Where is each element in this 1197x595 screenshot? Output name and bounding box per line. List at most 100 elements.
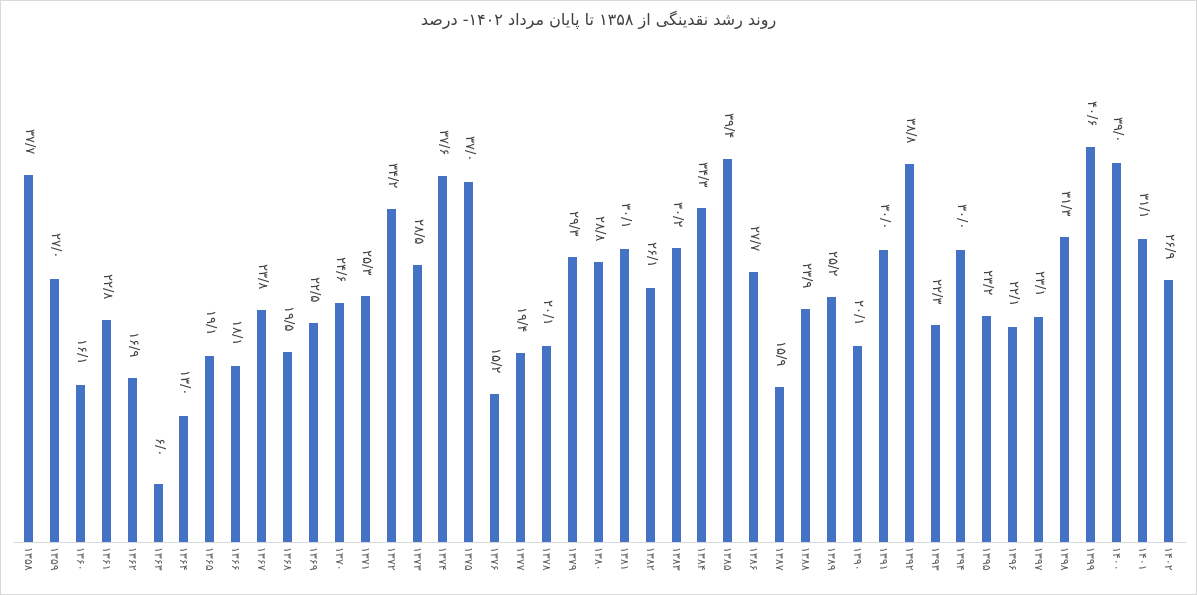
x-tick-label: ۱۳۸۸ [799, 547, 812, 571]
bar [982, 316, 992, 542]
data-label: ۳۹/۰ [1109, 116, 1125, 142]
x-tick-label: ۱۳۶۴ [177, 547, 191, 571]
bar [930, 325, 940, 542]
x-tick-label: ۱۳۷۰ [332, 547, 346, 571]
x-tick-label: ۱۳۹۰ [850, 547, 864, 571]
bar [257, 310, 267, 542]
data-label: ۴۰/۶ [1083, 100, 1099, 127]
x-axis-line [14, 542, 1186, 543]
bar [1060, 237, 1069, 542]
bar [334, 302, 344, 542]
x-tick-label: ۱۳۸۶ [747, 547, 761, 571]
data-label: ۱۳/۰ [177, 369, 193, 395]
data-label: ۳۰/۰ [876, 204, 892, 230]
data-label: ۳۰/۱ [617, 203, 633, 229]
bar [1163, 280, 1173, 542]
bar [1111, 162, 1121, 542]
x-tick-label: ۱۳۵۸ [22, 547, 35, 571]
data-label: ۲۳/۲ [980, 270, 996, 296]
bar [1085, 146, 1095, 542]
data-label: ۳۷/۰ [462, 135, 478, 162]
data-label: ۲۵/۲ [824, 250, 840, 277]
bar [645, 288, 655, 542]
x-tick-label: ۱۳۷۳ [410, 547, 424, 571]
data-label: ۲۷/۰ [47, 233, 63, 259]
data-label: ۱۹/۴ [514, 307, 530, 333]
data-label: ۶/۰ [151, 437, 167, 456]
data-label: ۱۵/۲ [488, 348, 504, 374]
bar [878, 250, 888, 542]
x-tick-label: ۱۴۰۲ [1161, 547, 1175, 571]
bar [775, 387, 785, 542]
chart-title: روند رشد نقدینگی از ۱۳۵۸ تا پایان مرداد … [420, 10, 777, 29]
x-tick-label: ۱۳۶۸ [281, 547, 294, 571]
bar [826, 296, 836, 542]
data-label: ۳۹/۴ [721, 112, 737, 138]
data-label: ۱۶/۱ [73, 339, 89, 365]
x-tick-label: ۱۳۹۹ [1083, 547, 1097, 571]
bar [1137, 239, 1147, 542]
x-tick-label: ۱۳۸۱ [617, 547, 631, 571]
x-tick-label: ۱۳۷۱ [358, 547, 372, 571]
bar [464, 181, 474, 542]
bar [619, 249, 629, 542]
bar [542, 346, 551, 542]
x-tick-label: ۱۳۸۴ [695, 547, 709, 571]
x-tick-label: ۱۳۷۹ [565, 547, 579, 571]
data-label: ۳۱/۱ [1135, 193, 1151, 219]
data-label: ۲۳/۱ [1032, 271, 1048, 297]
x-tick-label: ۱۳۹۶ [1006, 547, 1020, 571]
bar [75, 385, 85, 542]
x-tick-label: ۱۳۷۸ [540, 547, 553, 571]
x-tick-label: ۱۳۹۴ [954, 547, 968, 571]
bar [1008, 326, 1018, 542]
data-label: ۳۱/۳ [1058, 191, 1073, 217]
data-label: ۳۴/۲ [384, 163, 400, 189]
data-label: ۲۲/۵ [306, 277, 322, 303]
bar [49, 279, 59, 542]
bar [490, 394, 500, 542]
bar [101, 320, 111, 542]
x-tick-label: ۱۳۷۷ [514, 547, 528, 571]
data-label: ۱۶/۹ [125, 331, 141, 357]
data-label: ۱۸/۱ [229, 319, 245, 346]
bar [205, 356, 215, 542]
bar [24, 175, 33, 542]
bar [749, 272, 759, 542]
data-label: ۲۶/۹ [1161, 234, 1177, 260]
data-label: ۳۷/۷ [22, 129, 37, 155]
x-tick-label: ۱۳۸۹ [824, 547, 838, 571]
data-label: ۲۵/۳ [358, 249, 374, 276]
bar [386, 209, 396, 542]
x-tick-label: ۱۳۶۹ [306, 547, 320, 571]
data-label: ۳۷/۶ [436, 130, 452, 156]
x-tick-label: ۱۳۸۳ [669, 547, 683, 571]
data-label: ۱۵/۹ [773, 341, 789, 367]
x-tick-label: ۱۳۸۲ [643, 547, 657, 571]
x-tick-label: ۱۳۹۸ [1058, 547, 1071, 571]
bar [697, 208, 707, 542]
x-tick-label: ۱۳۷۴ [436, 547, 450, 571]
x-tick-label: ۱۳۶۶ [229, 547, 243, 571]
bar [593, 261, 603, 542]
data-label: ۲۰/۱ [540, 300, 555, 326]
x-tick-label: ۱۳۷۲ [384, 547, 398, 571]
bar [153, 483, 163, 542]
bar [438, 176, 448, 542]
bar [231, 365, 241, 542]
bar [723, 158, 733, 542]
data-label: ۲۸/۵ [410, 218, 426, 245]
data-label: ۳۰/۰ [954, 204, 970, 230]
x-tick-label: ۱۳۹۷ [1032, 547, 1046, 571]
data-label: ۲۰/۱ [850, 300, 866, 326]
bar [179, 415, 189, 542]
x-tick-label: ۱۴۰۰ [1109, 547, 1123, 571]
data-label: ۳۰/۲ [669, 202, 685, 228]
data-label: ۲۶/۱ [643, 242, 659, 268]
data-label: ۲۸/۸ [591, 215, 607, 242]
data-label: ۲۲/۸ [99, 274, 115, 300]
data-label: ۲۳/۸ [255, 264, 271, 290]
data-label: ۳۸/۸ [902, 118, 918, 144]
x-tick-label: ۱۳۹۱ [876, 547, 890, 571]
